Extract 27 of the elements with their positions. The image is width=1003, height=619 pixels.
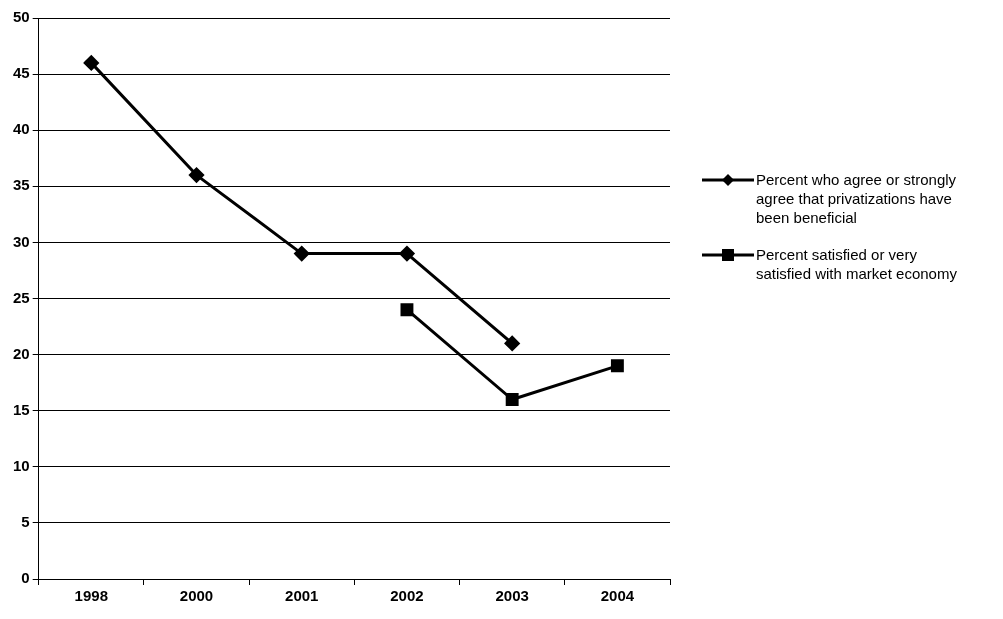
y-tick-label: 50 — [13, 8, 30, 26]
point — [294, 246, 310, 262]
x-tick-label: 2004 — [600, 587, 635, 605]
y-tick-label: 25 — [13, 288, 30, 306]
y-tick-label: 45 — [13, 64, 30, 82]
y-tick-label: 35 — [13, 176, 30, 194]
point — [399, 246, 415, 262]
x-tick-label: 2001 — [285, 587, 319, 605]
y-tick-label: 30 — [13, 232, 30, 250]
point — [505, 393, 519, 406]
point — [83, 55, 99, 71]
x-tick-label: 1998 — [74, 587, 108, 605]
y-tick-label: 10 — [13, 456, 30, 474]
point — [400, 303, 414, 317]
legend-label: Percent satisfied or very satisfied with market economy — [756, 245, 958, 283]
y-tick-label: 20 — [13, 344, 30, 362]
point — [504, 335, 520, 351]
x-tick-label: 2000 — [179, 587, 214, 605]
point — [189, 167, 205, 183]
point — [610, 359, 624, 373]
y-tick-label: 15 — [13, 400, 30, 418]
y-tick-label: 5 — [21, 513, 30, 531]
y-tick-label: 40 — [13, 120, 30, 138]
x-tick-label: 2003 — [495, 587, 529, 605]
y-tick-label: 0 — [21, 569, 30, 587]
x-tick-label: 2002 — [390, 587, 424, 605]
legend-label: Percent who agree or strongly agree that privatizations have been beneficial — [756, 170, 958, 227]
